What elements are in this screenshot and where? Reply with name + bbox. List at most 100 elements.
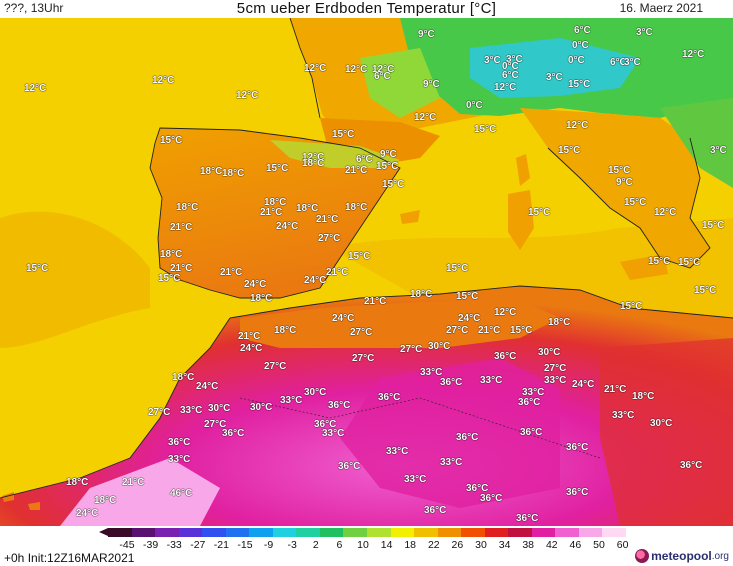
- colorbar-tick-label: 50: [593, 539, 605, 551]
- colorbar-segment: [202, 528, 227, 537]
- temperature-label: 36°C: [378, 392, 401, 403]
- temperature-label: 0°C: [466, 100, 483, 111]
- map-canvas: [0, 18, 733, 526]
- temperature-label: 24°C: [196, 381, 219, 392]
- temperature-label: 18°C: [274, 325, 297, 336]
- logo-icon: [635, 549, 650, 563]
- temperature-label: 30°C: [428, 341, 451, 352]
- temperature-label: 12°C: [372, 64, 395, 75]
- temperature-label: 9°C: [423, 79, 440, 90]
- temperature-label: 18°C: [296, 203, 319, 214]
- temperature-label: 15°C: [678, 257, 701, 268]
- temperature-label: 33°C: [404, 474, 427, 485]
- temperature-label: 30°C: [250, 402, 273, 413]
- temperature-label: 18°C: [176, 202, 199, 213]
- temperature-label: 3°C: [484, 55, 501, 66]
- temperature-label: 27°C: [400, 344, 423, 355]
- temperature-label: 15°C: [158, 273, 181, 284]
- temperature-label: 12°C: [236, 90, 259, 101]
- temperature-label: 15°C: [608, 165, 631, 176]
- header: ???, 13Uhr 5cm ueber Erdboden Temperatur…: [0, 0, 733, 18]
- temperature-label: 21°C: [326, 267, 349, 278]
- temperature-label: 18°C: [302, 158, 325, 169]
- temperature-label: 3°C: [710, 145, 727, 156]
- temperature-label: 24°C: [240, 343, 263, 354]
- colorbar-segment: [249, 528, 274, 537]
- temperature-label: 36°C: [168, 437, 191, 448]
- run-info: ???, 13Uhr: [4, 1, 64, 15]
- temperature-label: 36°C: [494, 351, 517, 362]
- temperature-label: 15°C: [568, 79, 591, 90]
- colorbar-segment: [437, 528, 462, 537]
- colorbar-segment: [155, 528, 180, 537]
- colorbar-tick-label: 22: [427, 539, 440, 551]
- temperature-label: 18°C: [222, 168, 245, 179]
- colorbar-segment: [108, 528, 133, 537]
- coastline-france: [289, 18, 321, 119]
- temperature-label: 36°C: [518, 397, 541, 408]
- colorbar-tick-label: -21: [213, 539, 229, 551]
- temperature-label: 21°C: [170, 263, 193, 274]
- temperature-label: 3°C: [506, 54, 523, 65]
- temperature-label: 21°C: [364, 296, 387, 307]
- atlantic-band: [0, 211, 150, 348]
- temperature-label: 12°C: [494, 307, 517, 318]
- colorbar-tick-label: -15: [237, 539, 253, 551]
- corsica: [516, 154, 530, 186]
- temperature-label: 15°C: [510, 325, 533, 336]
- temperature-label: 12°C: [494, 82, 517, 93]
- temperature-label: 24°C: [332, 313, 355, 324]
- border-africa: [239, 397, 601, 459]
- temperature-label: 9°C: [380, 149, 397, 160]
- temperature-label: 21°C: [238, 331, 261, 342]
- temperature-label: 36°C: [222, 428, 245, 439]
- temperature-label: 27°C: [264, 361, 287, 372]
- temperature-label: 12°C: [345, 64, 368, 75]
- colorbar-segment: [555, 528, 580, 537]
- sicily: [620, 254, 668, 280]
- iberia: [150, 128, 400, 298]
- colorbar-segment: [602, 528, 627, 537]
- temperature-label: 15°C: [266, 163, 289, 174]
- temperature-label: 27°C: [350, 327, 373, 338]
- temperature-label: 15°C: [456, 291, 479, 302]
- temperature-label: 33°C: [440, 457, 463, 468]
- temperature-label: 12°C: [152, 75, 175, 86]
- temperature-label: 24°C: [458, 313, 481, 324]
- temperature-label: 33°C: [386, 446, 409, 457]
- colorbar-segment: [225, 528, 250, 537]
- temperature-label: 21°C: [220, 267, 243, 278]
- temperature-label: 33°C: [168, 454, 191, 465]
- temperature-label: 3°C: [546, 72, 563, 83]
- temperature-label: 18°C: [250, 293, 273, 304]
- logo-name: meteopool: [651, 549, 712, 563]
- temperature-label: 33°C: [612, 410, 635, 421]
- temperature-label: 27°C: [352, 353, 375, 364]
- colorbar-segment: [414, 528, 439, 537]
- magenta-core: [340, 358, 560, 508]
- coastline-north-africa: [229, 285, 733, 319]
- temperature-label: 3°C: [636, 27, 653, 38]
- temperature-label: 6°C: [356, 154, 373, 165]
- balearics: [400, 210, 420, 224]
- temperature-label: 27°C: [204, 419, 227, 430]
- temperature-label: 24°C: [572, 379, 595, 390]
- temperature-label: 33°C: [522, 387, 545, 398]
- map-date: 16. Maerz 2021: [619, 1, 703, 15]
- colorbar-tick-label: 2: [312, 539, 319, 551]
- atlas-hot: [240, 300, 560, 348]
- map-title: 5cm ueber Erdboden Temperatur [°C]: [236, 0, 497, 17]
- colorbar-segment: [367, 528, 392, 537]
- temperature-label: 21°C: [316, 214, 339, 225]
- colorbar-arrow: [99, 528, 108, 536]
- temperature-label: 36°C: [680, 460, 703, 471]
- temperature-label: 27°C: [446, 325, 469, 336]
- temperature-label: 15°C: [376, 161, 399, 172]
- temperature-label: 0°C: [572, 40, 589, 51]
- colorbar-segment: [461, 528, 486, 537]
- temperature-label: 15°C: [620, 301, 643, 312]
- colorbar-tick-label: 6: [336, 539, 343, 551]
- temperature-label: 36°C: [314, 419, 337, 430]
- temperature-label: 24°C: [76, 508, 99, 519]
- colorbar-segment: [131, 528, 156, 537]
